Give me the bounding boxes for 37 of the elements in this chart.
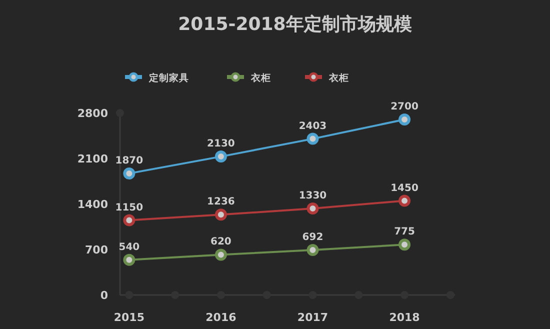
data-label: 1236: [207, 196, 235, 208]
x-tick-label: 2018: [389, 311, 420, 324]
point: [123, 254, 136, 266]
x-tick-label: 2016: [206, 311, 237, 324]
chart-title: 2015-2018年定制市场规模: [178, 14, 412, 35]
legend-label: 衣柜: [328, 72, 349, 84]
y-tick-label: 2100: [77, 152, 108, 166]
point: [398, 194, 411, 207]
point: [398, 238, 411, 251]
point: [123, 214, 136, 226]
data-label: 2130: [207, 138, 235, 150]
data-label: 1870: [115, 155, 144, 166]
legend-label: 定制家具: [148, 72, 189, 84]
data-label: 1150: [115, 202, 144, 214]
point: [123, 167, 136, 180]
point: [214, 150, 227, 163]
data-label: 620: [210, 236, 232, 248]
data-label: 775: [394, 226, 415, 238]
data-label: 2403: [298, 120, 327, 132]
point: [398, 114, 411, 126]
x-tick-label: 2017: [297, 311, 328, 324]
y-tick-label: 1400: [77, 198, 108, 211]
point: [214, 248, 227, 261]
y-tick-label: 2800: [77, 107, 108, 120]
data-label: 1450: [390, 182, 418, 194]
legend-label: 衣柜: [250, 72, 271, 84]
point: [306, 132, 319, 145]
data-label: 1330: [298, 190, 327, 202]
data-label: 2700: [390, 102, 418, 112]
point: [306, 202, 319, 215]
x-tick-label: 2015: [114, 311, 144, 324]
point: [214, 208, 227, 221]
data-label: 540: [118, 242, 140, 253]
y-tick-label: 0: [100, 289, 108, 302]
point: [306, 244, 319, 256]
data-label: 692: [302, 232, 324, 244]
y-tick-label: 700: [85, 244, 108, 256]
